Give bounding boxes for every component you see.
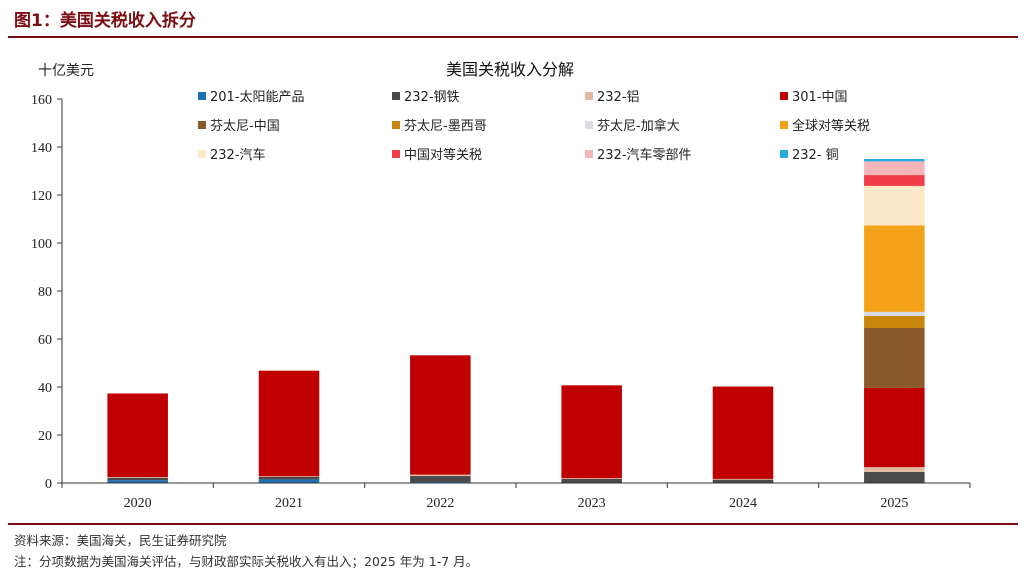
bottom-rule — [8, 523, 1018, 525]
legend-label: 232-铝 — [597, 90, 640, 105]
legend-swatch — [585, 121, 593, 129]
x-tick-label: 2020 — [124, 496, 152, 511]
legend-label: 232-汽车 — [210, 147, 266, 163]
y-tick-label: 120 — [31, 189, 52, 204]
x-tick-label: 2024 — [729, 496, 757, 511]
legend-label: 201-太阳能产品 — [210, 90, 305, 105]
bar-segment — [258, 370, 320, 477]
legend-label: 全球对等关税 — [792, 118, 870, 134]
x-tick-label: 2023 — [578, 496, 606, 511]
legend-swatch — [392, 121, 400, 129]
legend-label: 232-钢铁 — [404, 90, 460, 105]
legend-swatch — [198, 92, 206, 100]
bar-segment — [258, 477, 320, 480]
bar-segment — [410, 474, 471, 477]
x-tick-label: 2022 — [426, 496, 454, 511]
bar-segment — [712, 386, 774, 479]
bar-segment — [107, 477, 168, 481]
bar-segment — [107, 477, 168, 478]
x-axis: 2020 2021 2022 2023 2024 2025 — [61, 482, 971, 511]
legend-label: 232-汽车零部件 — [597, 147, 692, 163]
bar-segment — [864, 185, 925, 226]
bar-segment — [864, 175, 925, 186]
figure-title: 图1：美国关税收入拆分 — [14, 11, 196, 31]
y-tick-label: 20 — [38, 429, 52, 444]
legend-label: 中国对等关税 — [404, 147, 482, 163]
legend-swatch — [392, 150, 400, 158]
x-tick-label: 2021 — [275, 496, 303, 511]
legend-label: 芬太尼-墨西哥 — [404, 119, 487, 134]
bar-segment — [864, 387, 925, 468]
bar-segment — [410, 476, 471, 483]
bar-segment — [712, 479, 774, 483]
legend-label: 芬太尼-加拿大 — [597, 118, 680, 134]
bar-segment — [864, 159, 925, 162]
bar-segment — [712, 478, 774, 480]
chart-title: 美国关税收入分解 — [446, 60, 574, 79]
chart: 十亿美元 美国关税收入分解 201-太阳能产品 232-钢铁 232-铝 301-中国… — [31, 60, 971, 511]
legend-swatch — [198, 150, 206, 158]
top-rule — [8, 36, 1018, 38]
source-text: 资料来源：美国海关，民生证券研究院 — [14, 533, 227, 548]
bar-segment — [864, 225, 925, 312]
legend-swatch — [198, 121, 206, 129]
bar-segment — [107, 480, 168, 483]
legend-swatch — [780, 150, 788, 158]
legend-swatch — [780, 121, 788, 129]
x-tick-label: 2025 — [880, 496, 908, 511]
y-axis-label: 十亿美元 — [38, 63, 94, 79]
bar-segment — [561, 478, 622, 479]
bar-segment — [561, 478, 622, 483]
legend-label: 芬太尼-中国 — [210, 119, 280, 134]
y-axis: 0 20 40 60 80 100 120 140 160 — [31, 93, 63, 492]
bar-segment — [258, 476, 320, 477]
bar-segment — [864, 471, 925, 483]
bar-segment — [864, 161, 925, 176]
legend-swatch — [585, 150, 593, 158]
y-tick-label: 0 — [45, 477, 52, 492]
note-text: 注：分项数据为美国海关评估，与财政部实际关税收入有出入；2025 年为 1-7 … — [14, 554, 479, 569]
legend-swatch — [392, 92, 400, 100]
bar-segment — [258, 479, 320, 483]
bar-segment — [410, 355, 471, 475]
bar-segment — [864, 327, 925, 388]
bar-segment — [561, 385, 622, 479]
bar-segment — [864, 315, 925, 328]
legend-swatch — [780, 92, 788, 100]
y-tick-label: 100 — [31, 237, 52, 252]
legend-label: 232- 铜 — [792, 148, 839, 163]
legend-label: 301-中国 — [792, 90, 848, 105]
y-tick-label: 60 — [38, 333, 52, 348]
y-tick-label: 160 — [31, 93, 52, 108]
bar-segment — [864, 467, 925, 472]
y-tick-label: 40 — [38, 381, 52, 396]
bars — [107, 159, 925, 484]
bar-segment — [864, 311, 925, 316]
bar-segment — [107, 393, 168, 477]
y-tick-label: 80 — [38, 285, 52, 300]
legend-swatch — [585, 92, 593, 100]
y-tick-label: 140 — [31, 141, 52, 156]
